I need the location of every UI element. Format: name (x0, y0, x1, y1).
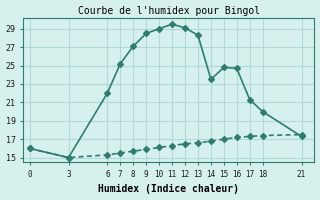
Title: Courbe de l'humidex pour Bingol: Courbe de l'humidex pour Bingol (78, 6, 260, 16)
X-axis label: Humidex (Indice chaleur): Humidex (Indice chaleur) (98, 184, 239, 194)
